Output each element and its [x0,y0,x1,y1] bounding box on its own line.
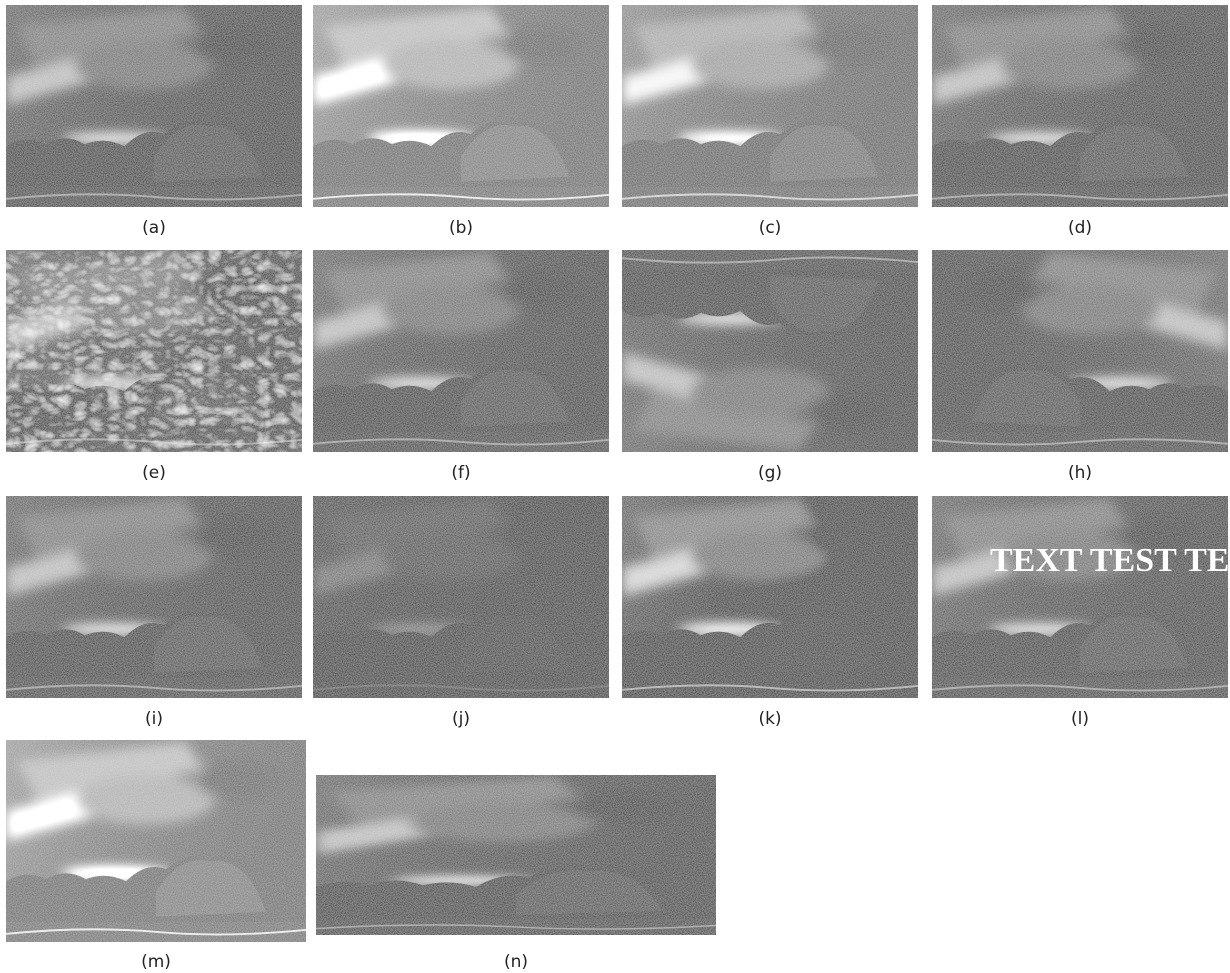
image-panel: (h) [932,250,1228,483]
panel-label: (h) [1068,463,1092,483]
panel-label: (f) [451,463,470,483]
image [313,250,609,452]
image-panel: (b) [313,5,609,238]
image-panel: (m) [6,740,306,972]
panel-label: (i) [145,709,163,729]
panel-label: (n) [504,952,528,972]
panel-label: (c) [759,218,782,238]
image-panel: (c) [622,5,918,238]
image [622,496,918,698]
scene [313,5,609,207]
image-panel: (f) [313,250,609,483]
image [6,250,302,452]
scene [622,250,918,452]
scene [932,5,1228,207]
panel-label: (g) [758,463,782,483]
scene [313,496,609,698]
panel-label: (k) [758,709,781,729]
scene [622,5,918,207]
image [622,250,918,452]
scene [6,5,302,207]
image-panel: (e) [6,250,302,483]
panel-label: (j) [452,709,470,729]
panel-label: (b) [449,218,473,238]
scene [6,740,306,942]
image-panel: (n) [316,775,716,972]
image [316,775,716,935]
image-panel: (a) [6,5,302,238]
scene [932,496,1228,698]
image-panel: (i) [6,496,302,729]
image [932,250,1228,452]
figure: (a) (b) (c) (d) (e) (f) (g) (h) (i) (j) (k) TEXT TE… [0,0,1230,973]
scene [6,250,302,452]
image-panel: (j) [313,496,609,729]
image [6,740,306,942]
panel-label: (m) [141,952,171,972]
scene [313,250,609,452]
scene [622,496,918,698]
image [6,5,302,207]
image: TEXT TEST TE [932,496,1229,698]
panel-label: (d) [1068,218,1092,238]
image-panel: (d) [932,5,1228,238]
image [313,5,609,207]
panel-label: (a) [142,218,166,238]
panel-label: (e) [142,463,166,483]
image-panel: (g) [622,250,918,483]
scene [316,775,716,935]
image [313,496,609,698]
image [622,5,918,207]
image [932,5,1228,207]
overlay-text: TEXT TEST TE [990,542,1229,579]
image-panel: (k) [622,496,918,729]
scene [6,496,302,698]
image [6,496,302,698]
panel-label: (l) [1071,709,1089,729]
image-panel: TEXT TEST TE (l) [932,496,1229,729]
scene [932,250,1228,452]
